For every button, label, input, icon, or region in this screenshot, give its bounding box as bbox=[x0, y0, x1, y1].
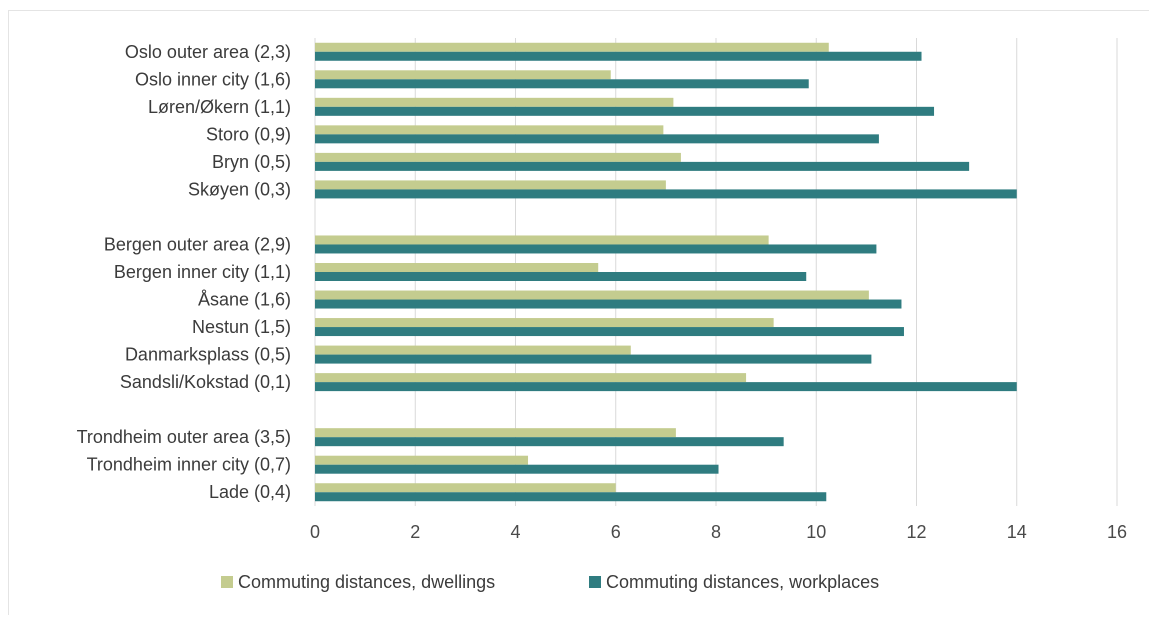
x-tick-label: 2 bbox=[410, 522, 420, 542]
bar-dwellings bbox=[315, 180, 666, 190]
bar-dwellings bbox=[315, 373, 747, 383]
category-label: Nestun (1,5) bbox=[192, 317, 291, 337]
legend-label: Commuting distances, workplaces bbox=[606, 572, 879, 592]
category-label: Storo (0,9) bbox=[206, 124, 291, 144]
bar-workplaces bbox=[315, 106, 935, 116]
x-tick-label: 6 bbox=[611, 522, 621, 542]
bar-dwellings bbox=[315, 290, 869, 300]
category-label: Åsane (1,6) bbox=[198, 290, 291, 310]
bar-chart: 0 2 4 6 8 10 12 14 16 Oslo outer area (2,3) Oslo i… bbox=[77, 38, 1127, 592]
bar-workplaces bbox=[315, 244, 877, 254]
bar-workplaces bbox=[315, 327, 904, 337]
x-tick-label: 14 bbox=[1007, 522, 1027, 542]
x-tick-label: 0 bbox=[310, 522, 320, 542]
bar-dwellings bbox=[315, 345, 631, 355]
legend-swatch bbox=[221, 576, 233, 588]
category-label: Bergen inner city (1,1) bbox=[114, 262, 291, 282]
legend-swatch bbox=[589, 576, 601, 588]
category-label: Løren/Økern (1,1) bbox=[148, 97, 291, 117]
category-label: Trondheim outer area (3,5) bbox=[77, 427, 291, 447]
bar-dwellings bbox=[315, 318, 774, 328]
bar-workplaces bbox=[315, 299, 902, 309]
bar-dwellings bbox=[315, 455, 529, 465]
x-tick-label: 4 bbox=[510, 522, 520, 542]
bar-dwellings bbox=[315, 428, 676, 438]
category-label: Trondheim inner city (0,7) bbox=[87, 455, 291, 475]
category-label: Oslo inner city (1,6) bbox=[135, 69, 291, 89]
bar-workplaces bbox=[315, 354, 872, 364]
category-label: Bergen outer area (2,9) bbox=[104, 234, 291, 254]
chart-container: 0 2 4 6 8 10 12 14 16 Oslo outer area (2,3) Oslo i… bbox=[8, 10, 1149, 615]
category-label: Skøyen (0,3) bbox=[188, 179, 291, 199]
bar-dwellings bbox=[315, 125, 664, 135]
category-label: Lade (0,4) bbox=[209, 482, 291, 502]
bar-dwellings bbox=[315, 70, 611, 80]
x-tick-label: 8 bbox=[711, 522, 721, 542]
bar-workplaces bbox=[315, 464, 719, 474]
bar-workplaces bbox=[315, 79, 809, 89]
x-tick-label: 12 bbox=[906, 522, 926, 542]
bar-dwellings bbox=[315, 152, 681, 162]
category-label: Sandsli/Kokstad (0,1) bbox=[120, 372, 291, 392]
bar-workplaces bbox=[315, 134, 879, 144]
bar-dwellings bbox=[315, 483, 616, 493]
bar-workplaces bbox=[315, 382, 1017, 392]
bar-dwellings bbox=[315, 263, 599, 272]
category-label: Danmarksplass (0,5) bbox=[125, 345, 291, 365]
bar-workplaces bbox=[315, 189, 1017, 199]
x-tick-label: 10 bbox=[806, 522, 826, 542]
bar-workplaces bbox=[315, 272, 807, 281]
x-tick-label: 16 bbox=[1107, 522, 1127, 542]
bar-dwellings bbox=[315, 235, 769, 245]
category-label: Oslo outer area (2,3) bbox=[125, 42, 291, 62]
bar-workplaces bbox=[315, 437, 784, 447]
legend-label: Commuting distances, dwellings bbox=[238, 572, 495, 592]
bar-dwellings bbox=[315, 97, 674, 107]
bar-workplaces bbox=[315, 161, 970, 171]
bar-dwellings bbox=[315, 42, 829, 52]
bar-workplaces bbox=[315, 51, 922, 61]
bar-workplaces bbox=[315, 492, 827, 502]
category-label: Bryn (0,5) bbox=[212, 152, 291, 172]
